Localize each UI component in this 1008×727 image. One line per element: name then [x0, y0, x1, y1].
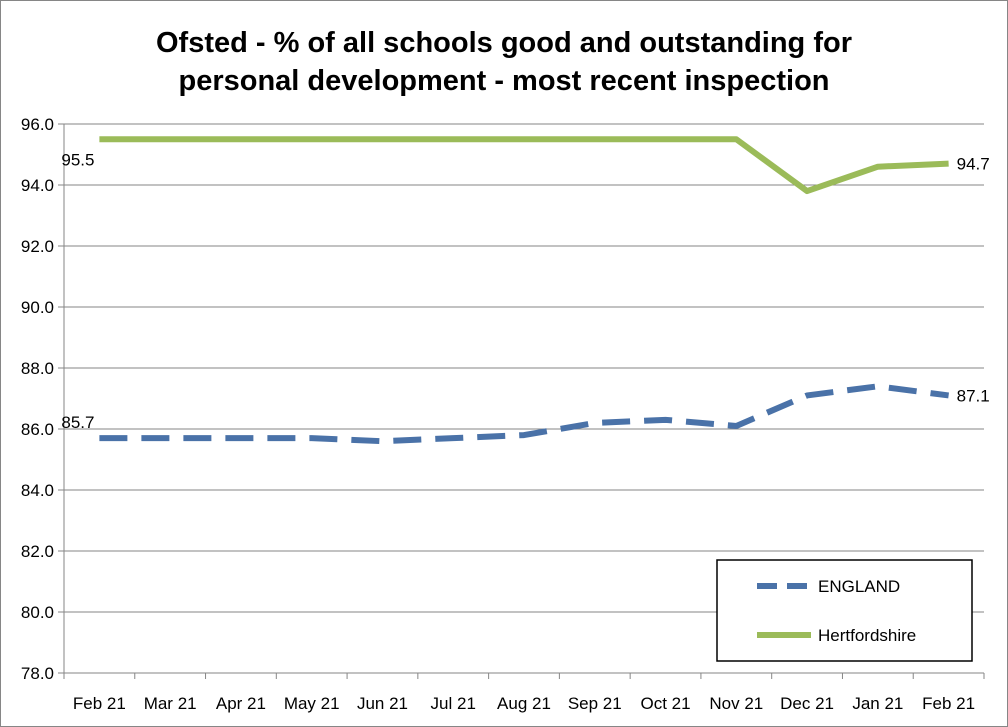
legend: ENGLAND Hertfordshire: [716, 559, 973, 662]
data-label: 87.1: [957, 386, 990, 405]
x-tick-label: May 21: [284, 694, 340, 713]
data-label: 95.5: [61, 150, 94, 169]
series-line-england: [99, 383, 950, 445]
x-tick-label: Mar 21: [144, 694, 197, 713]
y-tick-label: 80.0: [21, 603, 54, 622]
x-tick-label: Aug 21: [497, 694, 551, 713]
x-tick-label: Apr 21: [216, 694, 266, 713]
x-tick-label: Dec 21: [780, 694, 834, 713]
gridlines: [64, 123, 984, 613]
series-line-hertfordshire: [99, 136, 949, 195]
y-tick-label: 84.0: [21, 481, 54, 500]
x-tick-label: Feb 21: [922, 694, 975, 713]
y-axis-tick-labels: 78.0 80.0 82.0 84.0 86.0 88.0 90.0 92.0 94.0 96.0: [21, 115, 54, 683]
legend-box: [716, 559, 973, 662]
data-labels: 85.7 87.1 95.5 94.7: [61, 150, 989, 432]
y-tick-label: 90.0: [21, 298, 54, 317]
x-axis-tick-labels: Feb 21 Mar 21 Apr 21 May 21 Jun 21 Jul 21 Aug …: [73, 694, 975, 713]
series-lines: [99, 136, 950, 445]
x-tick-label: Jan 21: [852, 694, 903, 713]
x-tick-label: Sep 21: [568, 694, 622, 713]
legend-label-hertfordshire: Hertfordshire: [818, 626, 916, 645]
y-tick-label: 78.0: [21, 664, 54, 683]
legend-label-england: ENGLAND: [818, 577, 900, 596]
x-tick-label: Feb 21: [73, 694, 126, 713]
axes: [58, 123, 985, 679]
chart-title-line-1: Ofsted - % of all schools good and outst…: [156, 27, 852, 59]
y-tick-label: 86.0: [21, 420, 54, 439]
y-tick-label: 94.0: [21, 176, 54, 195]
x-tick-label: Oct 21: [640, 694, 690, 713]
y-tick-label: 96.0: [21, 115, 54, 134]
x-tick-label: Nov 21: [709, 694, 763, 713]
x-tick-label: Jul 21: [431, 694, 476, 713]
x-tick-label: Jun 21: [357, 694, 408, 713]
y-tick-label: 88.0: [21, 359, 54, 378]
chart-title: Ofsted - % of all schools good and outst…: [156, 27, 852, 97]
data-label: 85.7: [61, 413, 94, 432]
y-tick-label: 82.0: [21, 542, 54, 561]
chart-title-line-2: personal development - most recent inspe…: [178, 65, 829, 97]
data-label: 94.7: [957, 155, 990, 174]
y-tick-label: 92.0: [21, 237, 54, 256]
